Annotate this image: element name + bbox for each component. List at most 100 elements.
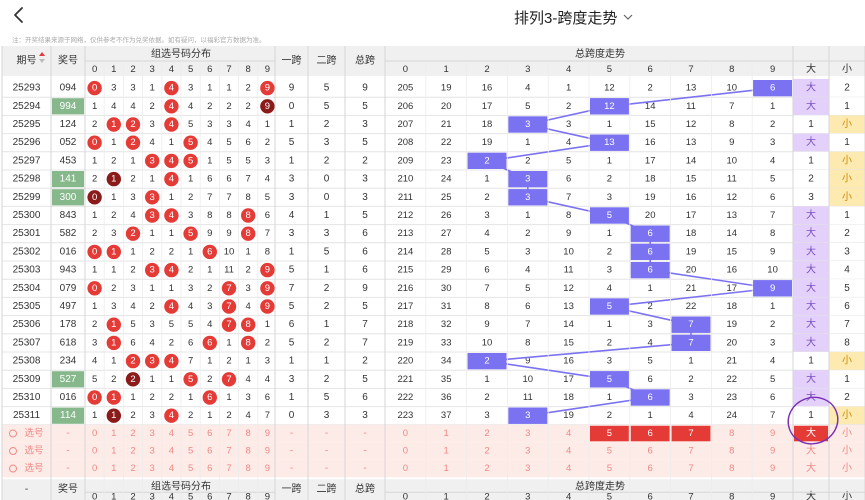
select-row[interactable] [2, 424, 865, 443]
select-dist-digit[interactable]: 9 [265, 428, 270, 439]
select-trend-digit[interactable]: 6 [648, 428, 653, 439]
select-dist-digit[interactable]: 0 [92, 428, 97, 439]
select-trend-digit[interactable]: 7 [688, 463, 693, 474]
span-marker-label: 7 [688, 319, 693, 330]
select-row[interactable] [2, 459, 865, 478]
select-dist-digit[interactable]: 7 [226, 428, 231, 439]
select-small[interactable]: 小 [842, 462, 852, 474]
select-trend-digit[interactable]: 8 [729, 463, 734, 474]
select-dist-digit[interactable]: 3 [150, 463, 155, 474]
selected-span-cell[interactable] [671, 425, 711, 442]
select-dist-digit[interactable]: 0 [92, 446, 97, 457]
sort-down-icon[interactable] [39, 59, 45, 63]
dist-miss-count: 6 [188, 337, 193, 348]
select-trend-digit[interactable]: 2 [484, 428, 489, 439]
select-dist-digit[interactable]: 8 [246, 446, 251, 457]
select-dist-digit[interactable]: 6 [207, 446, 212, 457]
select-big[interactable]: 大 [806, 426, 816, 439]
select-radio-icon[interactable] [9, 429, 17, 438]
select-trend-digit[interactable]: 4 [566, 463, 571, 474]
select-trend-digit[interactable]: 0 [403, 446, 408, 457]
select-dist-digit[interactable]: 4 [169, 463, 174, 474]
table-row[interactable] [2, 188, 865, 207]
header-issue[interactable]: 期号 [17, 55, 37, 67]
select-dist-digit[interactable]: 9 [265, 446, 270, 457]
select-dist-digit[interactable]: 6 [207, 428, 212, 439]
select-trend-digit[interactable]: 0 [403, 428, 408, 439]
select-trend-digit[interactable]: 5 [607, 428, 612, 439]
select-small[interactable]: 小 [842, 427, 852, 439]
select-dist-digit[interactable]: 0 [92, 463, 97, 474]
select-row[interactable] [2, 442, 865, 460]
select-trend-digit[interactable]: 8 [729, 428, 734, 439]
select-trend-digit[interactable]: 5 [607, 446, 612, 457]
select-radio-icon[interactable] [9, 464, 17, 473]
table-row[interactable] [2, 388, 865, 408]
select-trend-digit[interactable]: 6 [648, 463, 653, 474]
select-dist-digit[interactable]: 2 [130, 446, 135, 457]
select-dist-digit[interactable]: 3 [150, 446, 155, 457]
select-trend-digit[interactable]: 1 [444, 446, 449, 457]
select-dist-digit[interactable]: 2 [130, 428, 135, 439]
select-dist-digit[interactable]: 7 [226, 463, 231, 474]
select-small[interactable]: 小 [842, 445, 852, 457]
select-dist-digit[interactable]: 1 [111, 428, 116, 439]
select-trend-digit[interactable]: 2 [484, 463, 489, 474]
back-arrow-icon[interactable] [8, 4, 30, 26]
select-trend-digit[interactable]: 2 [484, 446, 489, 457]
select-dist-digit[interactable]: 5 [188, 463, 193, 474]
trend-miss-count: 3 [607, 356, 612, 367]
select-big[interactable]: 大 [806, 461, 816, 474]
table-row[interactable] [2, 242, 865, 262]
dist-miss-count: 3 [265, 356, 270, 367]
select-trend-digit[interactable]: 0 [403, 463, 408, 474]
sort-up-icon[interactable] [39, 52, 45, 56]
select-trend-digit[interactable]: 5 [607, 463, 612, 474]
select-trend-digit[interactable]: 7 [688, 428, 693, 439]
trend-miss-count: 18 [645, 174, 656, 185]
select-trend-digit[interactable]: 4 [566, 446, 571, 457]
select-dist-digit[interactable]: 2 [130, 463, 135, 474]
select-dist-digit[interactable]: 9 [265, 463, 270, 474]
select-dist-digit[interactable]: 4 [169, 446, 174, 457]
select-trend-digit[interactable]: 7 [688, 446, 693, 457]
select-dash: - [363, 446, 366, 457]
issue-number: 25311 [13, 410, 41, 421]
select-trend-digit[interactable]: 8 [729, 446, 734, 457]
select-trend-digit[interactable]: 3 [525, 463, 530, 474]
select-trend-digit[interactable]: 9 [770, 428, 775, 439]
select-dist-digit[interactable]: 8 [246, 428, 251, 439]
select-trend-digit[interactable]: 6 [648, 446, 653, 457]
selected-span-cell[interactable] [630, 425, 670, 442]
trend-miss-count: 18 [482, 119, 493, 130]
select-dist-digit[interactable]: 1 [111, 463, 116, 474]
hit-ball-digit: 5 [188, 137, 193, 148]
select-dist-digit[interactable]: 1 [111, 446, 116, 457]
select-trend-digit[interactable]: 4 [566, 428, 571, 439]
select-trend-digit[interactable]: 9 [770, 446, 775, 457]
dist-miss-count: 2 [92, 319, 97, 330]
select-dist-digit[interactable]: 4 [169, 428, 174, 439]
trend-miss-count: 7 [484, 283, 489, 294]
select-trend-digit[interactable]: 3 [525, 428, 530, 439]
title-dropdown[interactable]: 排列3-跨度走势 [514, 6, 634, 28]
table-footer-bg [2, 479, 865, 500]
big-cell-bg [793, 79, 829, 98]
table-row[interactable] [2, 333, 865, 353]
table-row[interactable] [2, 151, 865, 171]
select-trend-digit[interactable]: 1 [444, 428, 449, 439]
select-trend-digit[interactable]: 1 [444, 463, 449, 474]
select-radio-icon[interactable] [9, 447, 17, 456]
select-big[interactable]: 大 [806, 444, 816, 457]
select-trend-digit[interactable]: 3 [525, 446, 530, 457]
table-row[interactable] [2, 261, 865, 280]
selected-big-cell[interactable] [794, 425, 828, 442]
selected-span-cell[interactable] [590, 425, 629, 442]
select-dist-digit[interactable]: 7 [226, 446, 231, 457]
select-dist-digit[interactable]: 3 [150, 428, 155, 439]
select-dist-digit[interactable]: 5 [188, 428, 193, 439]
select-dist-digit[interactable]: 8 [246, 463, 251, 474]
select-trend-digit[interactable]: 9 [770, 463, 775, 474]
select-dist-digit[interactable]: 5 [188, 446, 193, 457]
select-dist-digit[interactable]: 6 [207, 463, 212, 474]
